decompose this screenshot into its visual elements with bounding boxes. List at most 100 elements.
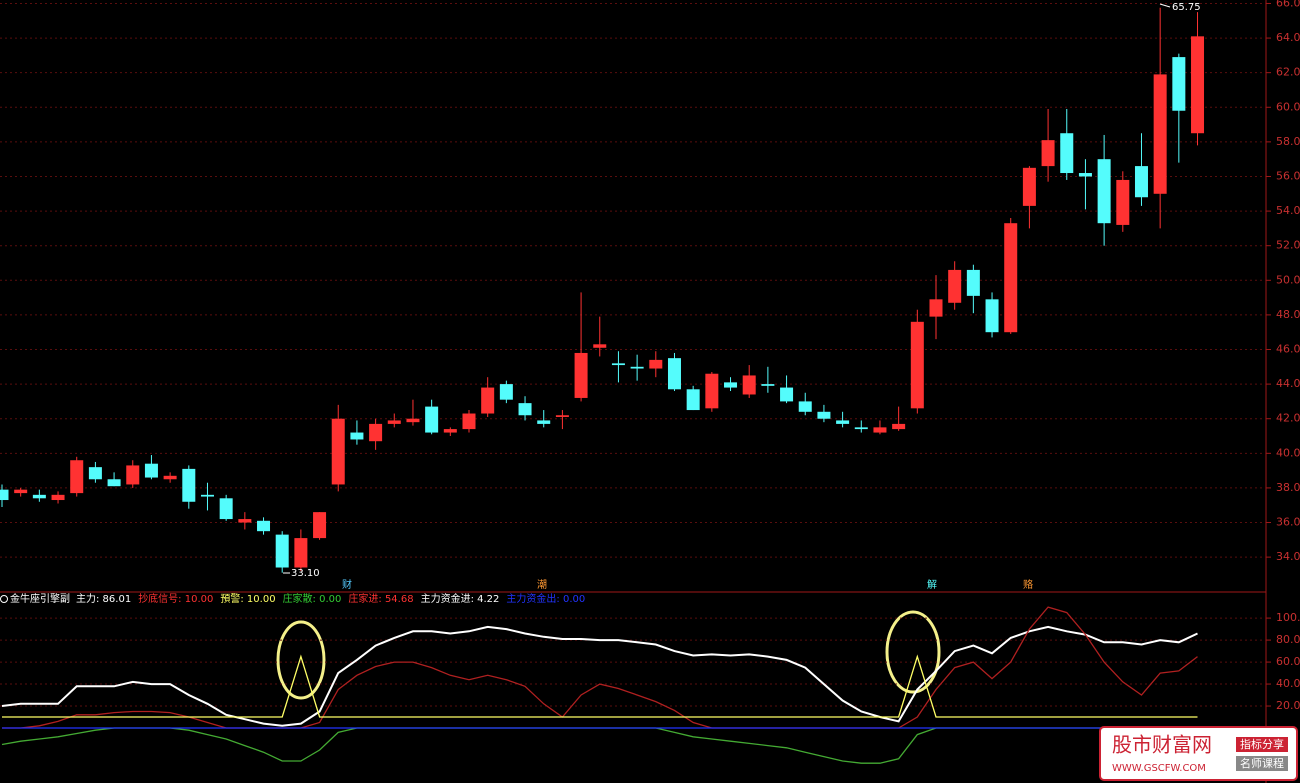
- watermark-tag: 指标分享: [1240, 737, 1284, 751]
- candle-body: [537, 420, 551, 424]
- candle-body: [443, 429, 457, 433]
- annotation: 65.75: [1172, 2, 1201, 13]
- candle-body: [836, 420, 850, 424]
- candle-body: [257, 520, 271, 532]
- event-label: 解: [927, 578, 937, 591]
- y-tick-label: 50.00: [1276, 273, 1300, 286]
- candle-body: [611, 363, 625, 366]
- candle-body: [1078, 173, 1092, 177]
- candle-body: [873, 427, 887, 433]
- highlight-ellipse: [276, 620, 326, 700]
- candle-body: [555, 415, 569, 417]
- legend-item: 抄底信号: 10.00: [138, 592, 213, 605]
- candle-body: [1060, 133, 1074, 174]
- candle-body: [985, 299, 999, 333]
- candle-body: [929, 299, 943, 317]
- candle-body: [742, 375, 756, 395]
- y-tick-label: 64.00: [1276, 31, 1300, 44]
- annotation: 33.10: [291, 568, 320, 579]
- event-label: 财: [342, 578, 352, 591]
- legend-item: 庄家散: 0.00: [283, 592, 342, 605]
- candle-body: [369, 423, 383, 442]
- candle-body: [406, 418, 420, 423]
- candle-body: [705, 373, 719, 409]
- y-tick-label: 20.00: [1276, 699, 1300, 712]
- candle-body: [761, 384, 775, 386]
- y-tick-label: 54.00: [1276, 204, 1300, 217]
- annotation-arrow: [1159, 3, 1171, 8]
- watermark: 股市财富网 WWW.GSCFW.COM 指标分享 名师课程: [1099, 726, 1298, 781]
- candle-body: [1004, 223, 1018, 333]
- candle-body: [32, 494, 46, 499]
- candle-body: [780, 387, 794, 402]
- indicator-line: [1, 625, 1198, 727]
- watermark-tag: 名师课程: [1240, 756, 1284, 770]
- highlight-ellipse: [885, 610, 941, 694]
- candle-body: [88, 467, 102, 480]
- y-tick-label: 66.00: [1276, 0, 1300, 9]
- event-label: 赂: [1023, 578, 1033, 591]
- indicator-icon: [0, 595, 8, 603]
- candle-body: [144, 463, 158, 478]
- watermark-name: 股市财富网: [1112, 733, 1212, 757]
- candle-body: [163, 475, 177, 480]
- candle-body: [966, 269, 980, 296]
- tag-box: [1236, 737, 1288, 752]
- candle-body: [798, 401, 812, 412]
- legend-item: 庄家进: 54.68: [348, 592, 413, 605]
- indicator-line: [2, 606, 1198, 729]
- legend-item: 主力资金出: 0.00: [506, 592, 585, 605]
- candle-body: [462, 413, 476, 430]
- y-tick-label: 62.00: [1276, 66, 1300, 79]
- y-tick-label: 60.00: [1276, 100, 1300, 113]
- y-tick-label: 60.00: [1276, 655, 1300, 668]
- candle-body: [574, 352, 588, 398]
- candle-body: [817, 411, 831, 419]
- candle-body: [294, 538, 308, 568]
- candle-body: [724, 382, 738, 388]
- candle-body: [892, 423, 906, 430]
- candle-body: [51, 494, 65, 501]
- y-tick-label: 40.00: [1276, 677, 1300, 690]
- candle-body: [1116, 179, 1130, 225]
- candle-body: [481, 387, 495, 414]
- candle-body: [1097, 159, 1111, 224]
- candle-body: [182, 468, 196, 502]
- candle-body: [854, 427, 868, 430]
- y-tick-label: 48.00: [1276, 308, 1300, 321]
- candle-body: [1191, 36, 1205, 134]
- candle-body: [1153, 74, 1167, 194]
- candle-body: [200, 494, 214, 497]
- candle-body: [1172, 57, 1186, 111]
- y-tick-label: 46.00: [1276, 343, 1300, 356]
- candle-body: [1041, 140, 1055, 167]
- candle-body: [313, 512, 327, 539]
- y-tick-label: 58.00: [1276, 135, 1300, 148]
- candle-body: [649, 359, 663, 369]
- candle-body: [948, 269, 962, 303]
- candle-body: [910, 321, 924, 409]
- candle-body: [219, 498, 233, 520]
- y-tick-label: 34.00: [1276, 550, 1300, 563]
- legend-item: 主力: 86.01: [76, 592, 131, 605]
- candle-body: [331, 418, 345, 485]
- event-label: 潮: [537, 578, 547, 591]
- y-tick-label: 100.00: [1276, 611, 1300, 624]
- candle-body: [387, 420, 401, 424]
- y-tick-label: 80.00: [1276, 633, 1300, 646]
- y-tick-label: 38.00: [1276, 481, 1300, 494]
- candle-body: [425, 406, 439, 433]
- y-tick-label: 40.00: [1276, 446, 1300, 459]
- candle-body: [667, 358, 681, 390]
- candle-body: [518, 403, 532, 416]
- legend-item: 主力资金进: 4.22: [421, 592, 500, 605]
- y-tick-label: 56.00: [1276, 169, 1300, 182]
- candle-body: [238, 519, 252, 523]
- y-tick-label: 52.00: [1276, 239, 1300, 252]
- candle-body: [686, 389, 700, 411]
- candle-body: [630, 366, 644, 369]
- candle-body: [70, 460, 84, 494]
- candle-body: [275, 534, 289, 568]
